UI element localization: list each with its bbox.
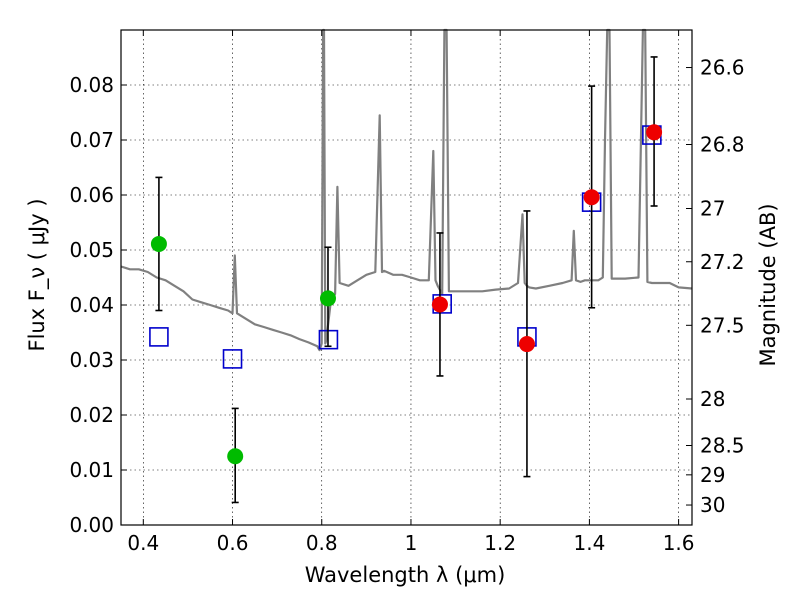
y2-tick-label: 26.6 [700,56,745,80]
y-tick-label: 0.05 [69,238,114,262]
y-axis: 0.00 0.01 0.02 0.03 0.04 0.05 0.06 0.07 0.08 [69,73,127,537]
y2-tick-label: 26.8 [700,132,745,156]
x-tick-label: 0.6 [217,531,249,555]
y-axis-label: Flux F_ν ( μJy ) [25,198,50,351]
nir-flux-point [518,336,535,353]
x-tick-label: 1.2 [484,531,516,555]
y2-tick-label: 27.5 [700,313,745,337]
model-spectrum [120,28,693,352]
y2-axis: 26.6 26.8 27 27.2 27.5 28 28.5 29 30 [686,56,745,517]
y-tick-label: 0.03 [69,348,114,372]
nir-flux-point [431,296,448,313]
optical-flux-point [227,448,244,465]
y-tick-label: 0.00 [69,513,114,537]
y2-tick-label: 29 [700,463,725,487]
y2-tick-label: 27.2 [700,250,745,274]
data-points [149,56,663,504]
optical-flux-point [150,235,167,252]
model-flux-box [149,327,169,347]
y-tick-label: 0.06 [69,183,114,207]
x-axis-label: Wavelength λ (μm) [305,563,506,587]
x-tick-label: 1.6 [663,531,695,555]
y2-tick-label: 28 [700,387,725,411]
nir-flux-point [646,124,663,141]
nir-flux-point [583,189,600,206]
y2-tick-label: 30 [700,493,725,517]
x-tick-label: 0.4 [127,531,159,555]
y2-tick-label: 28.5 [700,434,745,458]
plot-frame [120,29,693,526]
model-flux-box [222,349,243,369]
x-tick-label: 1.4 [573,531,605,555]
y-tick-label: 0.02 [69,403,114,427]
y-tick-label: 0.01 [69,458,114,482]
spectrum-line [120,28,693,352]
y2-axis-label: Magnitude (AB) [756,203,780,366]
y-tick-label: 0.07 [69,128,114,152]
y-tick-label: 0.08 [69,73,114,97]
optical-flux-point [319,290,336,307]
y2-tick-label: 27 [700,197,725,221]
x-tick-label: 0.8 [306,531,338,555]
grid-lines [121,30,692,526]
x-axis: 0.4 0.6 0.8 1 1.2 1.4 1.6 [127,30,695,555]
x-tick-label: 1 [405,531,418,555]
y-tick-label: 0.04 [69,293,114,317]
